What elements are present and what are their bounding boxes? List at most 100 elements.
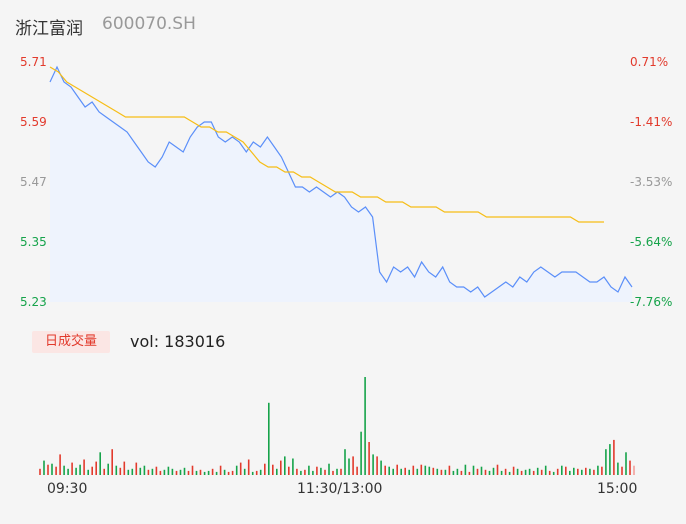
volume-bar <box>629 460 631 475</box>
volume-bar <box>139 467 142 475</box>
volume-bar <box>617 462 619 475</box>
volume-bar <box>324 469 326 475</box>
volume-bar <box>544 465 547 475</box>
volume-bar <box>508 471 511 475</box>
volume-bar <box>448 465 451 475</box>
volume-bar <box>308 465 310 475</box>
volume-bar <box>227 471 230 475</box>
volume-bar <box>404 467 406 475</box>
volume-bar <box>456 468 459 475</box>
volume-bar <box>316 466 318 475</box>
volume-bar <box>472 465 475 475</box>
volume-bar <box>67 468 69 475</box>
volume-bar <box>428 466 431 475</box>
volume-bar <box>95 461 97 475</box>
volume-bar <box>556 468 559 475</box>
volume-bar <box>328 463 330 475</box>
volume-bar <box>312 470 314 475</box>
volume-bar <box>251 471 254 475</box>
volume-bar <box>452 470 455 475</box>
volume-bar <box>284 456 286 475</box>
volume-bar <box>332 470 334 475</box>
volume-bar <box>163 469 166 475</box>
volume-bar <box>460 470 463 475</box>
volume-bar <box>524 469 527 475</box>
volume-bar <box>420 464 423 475</box>
volume-bar <box>63 465 65 475</box>
volume-bar <box>408 469 410 475</box>
volume-bar <box>368 442 370 475</box>
volume-bar <box>601 466 603 475</box>
volume-bar <box>597 465 599 475</box>
volume-bar <box>119 467 122 475</box>
volume-bar <box>336 468 338 475</box>
volume-bar <box>488 470 491 475</box>
volume-bar <box>199 469 202 475</box>
volume-bar <box>416 468 419 475</box>
y-tick-label-right: -1.41% <box>630 115 672 129</box>
y-tick-label-left: 5.71 <box>20 55 47 69</box>
volume-bar <box>243 468 246 475</box>
volume-bar <box>235 465 238 475</box>
volume-bar <box>47 464 49 475</box>
y-tick-label-left: 5.59 <box>20 115 47 129</box>
volume-bar <box>561 465 563 475</box>
volume-bar <box>79 464 81 475</box>
volume-bar <box>99 452 101 475</box>
volume-bar <box>532 470 535 475</box>
volume-bar <box>504 468 507 475</box>
volume-bar <box>231 470 234 475</box>
stock-name: 浙江富润 <box>15 19 83 39</box>
volume-bar <box>147 469 150 475</box>
volume-bar <box>268 402 270 475</box>
y-tick-label-right: -3.53% <box>630 175 672 189</box>
y-tick-label-left: 5.47 <box>20 175 47 189</box>
volume-bar <box>384 465 386 475</box>
volume-bar <box>573 467 575 475</box>
volume-value: vol: 183016 <box>130 332 226 351</box>
volume-bar <box>609 444 611 475</box>
volume-bar <box>107 463 109 475</box>
volume-bar <box>540 469 543 475</box>
volume-bar <box>43 460 45 475</box>
volume-bar <box>605 449 607 475</box>
volume-bar <box>59 454 61 475</box>
volume-bar <box>633 465 635 475</box>
volume-bar <box>264 463 266 475</box>
volume-bar <box>135 462 138 475</box>
volume-bar <box>577 468 579 475</box>
volume-bar <box>247 459 250 475</box>
volume-bar <box>71 462 73 475</box>
volume-bar <box>424 465 427 475</box>
volume-bar <box>143 465 146 475</box>
volume-bar <box>296 468 298 475</box>
volume-bar <box>288 466 290 475</box>
volume-bar <box>300 470 302 475</box>
volume-bar <box>103 468 105 475</box>
volume-bar <box>464 464 467 475</box>
volume-bar <box>372 454 374 475</box>
volume-bar <box>39 468 41 475</box>
volume-bar <box>621 466 623 475</box>
volume-bar <box>51 463 53 475</box>
volume-bar <box>187 470 190 475</box>
volume-bar <box>360 431 362 475</box>
volume-bar <box>340 468 342 475</box>
x-tick-label-open: 09:30 <box>47 481 88 497</box>
volume-bar <box>239 462 242 475</box>
volume-bar <box>388 466 390 475</box>
volume-bar <box>203 471 206 475</box>
volume-bar <box>436 468 439 475</box>
volume-bar <box>593 469 595 475</box>
volume-bar <box>280 460 282 475</box>
volume-bar <box>516 468 519 475</box>
volume-bar <box>392 468 394 475</box>
volume-bar <box>155 466 158 475</box>
volume-bar <box>348 458 350 475</box>
y-tick-label-left: 5.35 <box>20 235 47 249</box>
volume-bar <box>207 470 210 475</box>
volume-bar <box>123 461 126 475</box>
volume-bar <box>195 470 198 475</box>
